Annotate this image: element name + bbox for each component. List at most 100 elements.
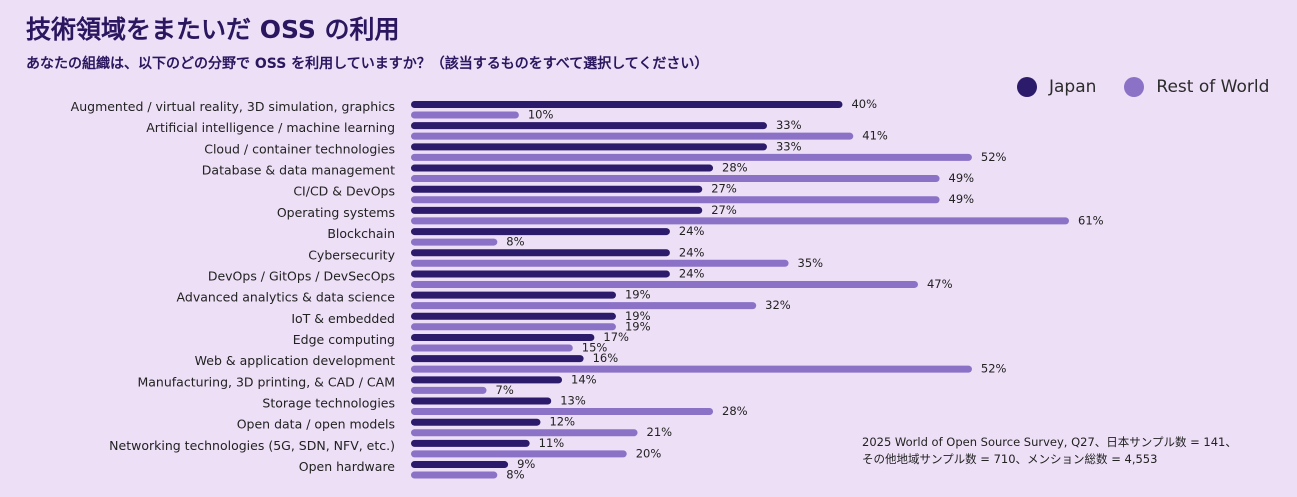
value-label-japan: 27% [711, 182, 737, 196]
value-label-rest-of-world: 7% [496, 383, 514, 397]
value-label-japan: 11% [539, 436, 565, 450]
value-label-rest-of-world: 52% [981, 150, 1007, 164]
value-label-rest-of-world: 49% [949, 171, 975, 185]
category-label: CI/CD & DevOps [293, 184, 395, 199]
source-note: 2025 World of Open Source Survey, Q27、日本… [862, 434, 1237, 468]
bar-japan [411, 206, 703, 214]
bar-japan [411, 439, 530, 447]
bar-rest-of-world [411, 153, 972, 161]
bar-rest-of-world [411, 471, 498, 479]
legend-item-rest-of-world: Rest of World [1124, 77, 1269, 97]
value-label-japan: 24% [679, 266, 705, 280]
legend-label-japan: Japan [1049, 77, 1097, 97]
value-label-japan: 40% [851, 97, 877, 111]
bar-japan [411, 185, 703, 193]
category-label: DevOps / GitOps / DevSecOps [208, 268, 395, 283]
bar-rest-of-world [411, 344, 573, 352]
value-label-rest-of-world: 49% [949, 192, 975, 206]
value-label-japan: 19% [625, 309, 651, 323]
legend-swatch-japan [1017, 77, 1037, 97]
bar-rest-of-world [411, 238, 498, 246]
value-label-rest-of-world: 32% [765, 298, 791, 312]
value-label-rest-of-world: 8% [506, 468, 524, 482]
bar-rest-of-world [411, 132, 854, 140]
value-label-japan: 19% [625, 288, 651, 302]
legend-item-japan: Japan [1017, 77, 1096, 97]
value-label-rest-of-world: 35% [798, 256, 824, 270]
value-label-rest-of-world: 8% [506, 235, 524, 249]
category-label: Storage technologies [262, 396, 395, 411]
value-label-japan: 17% [603, 330, 629, 344]
value-label-rest-of-world: 15% [582, 340, 608, 354]
source-line-1: 2025 World of Open Source Survey, Q27、日本… [862, 435, 1237, 449]
bar-rest-of-world [411, 196, 940, 204]
bar-japan [411, 461, 509, 469]
legend-swatch-rest-of-world [1124, 77, 1145, 97]
bar-japan [411, 291, 616, 299]
value-label-rest-of-world: 20% [636, 446, 662, 460]
category-label: Database & data management [202, 163, 395, 178]
bar-rest-of-world [411, 323, 616, 331]
value-label-rest-of-world: 41% [862, 129, 888, 143]
bar-japan [411, 397, 552, 405]
legend-label-rest-of-world: Rest of World [1156, 77, 1270, 97]
value-label-japan: 16% [593, 351, 619, 365]
category-label: Open hardware [299, 459, 396, 474]
bar-rest-of-world [411, 429, 638, 437]
category-label: Operating systems [277, 205, 395, 220]
value-label-japan: 33% [776, 118, 802, 132]
bar-japan [411, 312, 616, 320]
value-label-rest-of-world: 21% [647, 425, 673, 439]
legend: Japan Rest of World [1017, 77, 1269, 97]
bar-rest-of-world [411, 365, 972, 373]
bar-rest-of-world [411, 280, 918, 288]
value-label-rest-of-world: 10% [528, 108, 554, 122]
value-label-rest-of-world: 28% [722, 404, 748, 418]
value-label-japan: 9% [517, 457, 535, 471]
value-label-rest-of-world: 47% [927, 277, 953, 291]
value-label-japan: 12% [549, 415, 575, 429]
category-label: Advanced analytics & data science [177, 290, 396, 305]
value-label-japan: 28% [722, 161, 748, 175]
bar-japan [411, 355, 584, 363]
category-label: Web & application development [195, 353, 395, 368]
category-label: Edge computing [293, 332, 395, 347]
bar-rest-of-world [411, 111, 519, 119]
bar-rest-of-world [411, 408, 714, 416]
bar-japan [411, 143, 767, 151]
value-label-rest-of-world: 52% [981, 362, 1007, 376]
value-label-japan: 24% [679, 224, 705, 238]
category-label: Blockchain [327, 226, 395, 241]
category-label: Manufacturing, 3D printing, & CAD / CAM [137, 374, 395, 389]
bar-japan [411, 270, 670, 278]
bar-rest-of-world [411, 259, 789, 267]
bar-japan [411, 376, 563, 384]
category-label: Augmented / virtual reality, 3D simulati… [71, 99, 395, 114]
category-label: Networking technologies (5G, SDN, NFV, e… [109, 438, 395, 453]
bar-japan [411, 228, 670, 236]
source-line-2: その他地域サンプル数 = 710、メンション総数 = 4,553 [862, 452, 1158, 466]
category-label: IoT & embedded [291, 311, 395, 326]
bar-japan [411, 333, 595, 341]
value-label-japan: 13% [560, 394, 586, 408]
category-label: Open data / open models [237, 417, 395, 432]
value-label-japan: 33% [776, 139, 802, 153]
chart-title: 技術領域をまたいだ OSS の利用 [26, 15, 400, 44]
bar-rest-of-world [411, 450, 627, 458]
category-label: Cloud / container technologies [204, 141, 395, 156]
bar-japan [411, 164, 714, 172]
bar-rest-of-world [411, 175, 940, 183]
bar-rest-of-world [411, 302, 757, 310]
value-label-rest-of-world: 19% [625, 319, 651, 333]
value-label-japan: 14% [571, 372, 597, 386]
bar-japan [411, 101, 843, 108]
bar-rest-of-world [411, 386, 487, 394]
category-label: Artificial intelligence / machine learni… [146, 120, 395, 135]
bar-rest-of-world [411, 217, 1069, 225]
value-label-japan: 24% [679, 245, 705, 259]
value-label-japan: 27% [711, 203, 737, 217]
bar-japan [411, 122, 767, 130]
chart-subtitle: あなたの組織は、以下のどの分野で OSS を利用していますか？（該当するものをす… [26, 56, 709, 72]
value-label-rest-of-world: 61% [1078, 213, 1104, 227]
